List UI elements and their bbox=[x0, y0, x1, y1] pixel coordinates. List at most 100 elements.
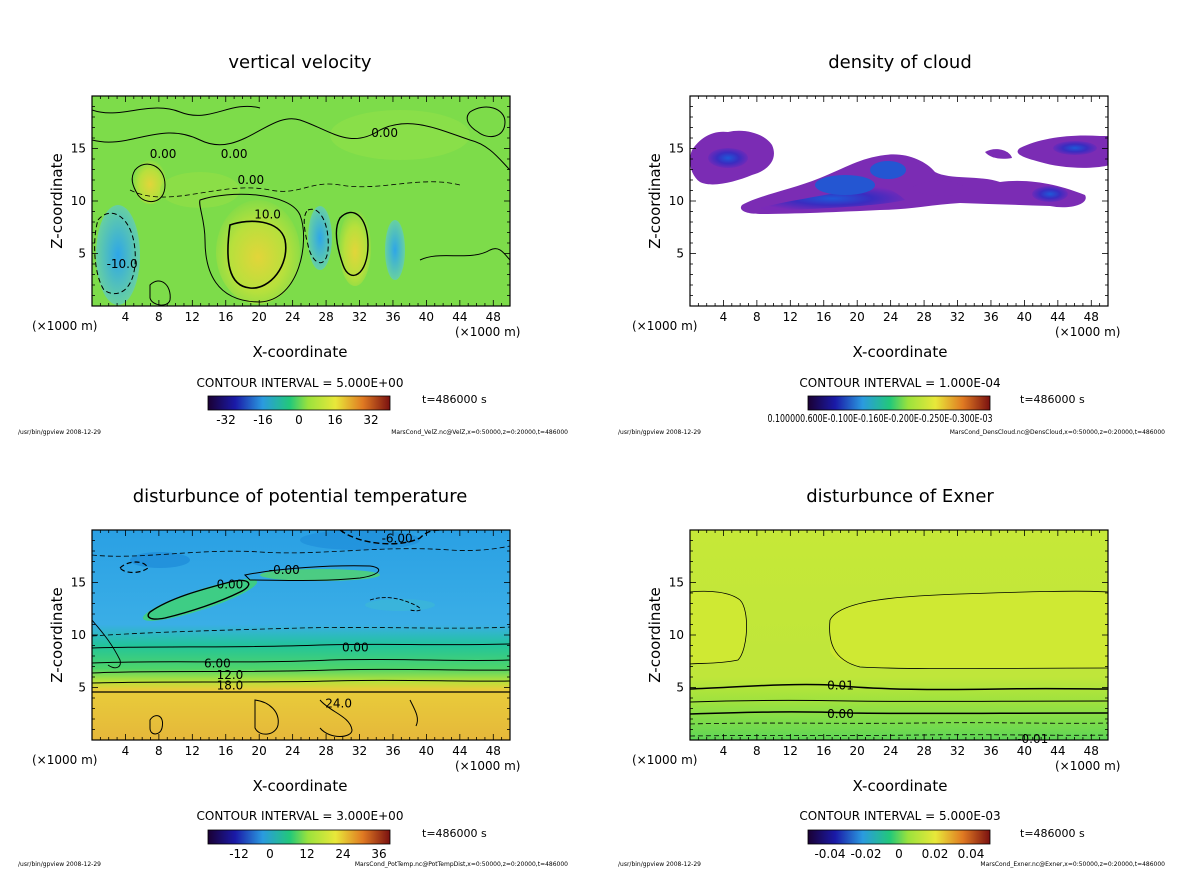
time-label: t=486000 s bbox=[1020, 827, 1085, 840]
footer-right: MarsCond_DensCloud.nc@DensCloud,x=0:5000… bbox=[950, 429, 1165, 436]
colorbar-tick-label: 36 bbox=[371, 847, 386, 861]
x-unit-left: (×1000 m) bbox=[632, 753, 697, 767]
tick-marks bbox=[690, 96, 1108, 306]
colorbar-label: 0.100000.600E-0.100E-0.160E-0.200E-0.250… bbox=[768, 412, 993, 425]
footer-left: /usr/bin/gpview 2008-12-29 bbox=[618, 861, 701, 868]
time-label: t=486000 s bbox=[1020, 393, 1085, 406]
x-ticks: 4 8 12 16 20 24 28 32 36 40 44 48 bbox=[720, 310, 1099, 324]
x-tick-label: 28 bbox=[916, 744, 931, 758]
x-tick-label: 32 bbox=[352, 310, 367, 324]
contour-label: -0.00 bbox=[269, 563, 300, 577]
contour-interval: CONTOUR INTERVAL = 3.000E+00 bbox=[197, 809, 404, 823]
contour-label: 10.0 bbox=[254, 208, 281, 222]
y-ticks: 5 10 15 bbox=[71, 576, 86, 695]
contour-labels: 0.00 0.00 0.00 0.00 10.0 -10.0 bbox=[107, 126, 398, 271]
contour-label: 0.01 bbox=[827, 678, 854, 692]
y-tick-label: 10 bbox=[669, 194, 684, 208]
x-tick-label: 4 bbox=[122, 744, 130, 758]
time-label: t=486000 s bbox=[422, 827, 487, 840]
x-tick-label: 20 bbox=[252, 310, 267, 324]
chart-title: density of cloud bbox=[828, 52, 972, 73]
contour-interval: CONTOUR INTERVAL = 1.000E-04 bbox=[799, 376, 1000, 390]
field-plot bbox=[92, 96, 510, 306]
x-tick-label: 16 bbox=[218, 744, 233, 758]
x-ticks: 4 8 12 16 20 24 28 32 36 40 44 48 bbox=[122, 310, 501, 324]
colorbar-ticks: -12 0 12 24 36 bbox=[229, 847, 386, 861]
footer-left: /usr/bin/gpview 2008-12-29 bbox=[18, 429, 101, 436]
x-tick-label: 4 bbox=[720, 744, 728, 758]
contour-label: 0.00 bbox=[221, 147, 248, 161]
x-tick-label: 12 bbox=[783, 310, 798, 324]
colorbar-tick-label: 0.04 bbox=[958, 847, 985, 861]
x-tick-label: 40 bbox=[419, 744, 434, 758]
contour-label: 24.0 bbox=[325, 696, 352, 710]
x-tick-label: 16 bbox=[218, 310, 233, 324]
x-tick-label: 8 bbox=[155, 310, 163, 324]
x-tick-label: 28 bbox=[916, 310, 931, 324]
chart-title: disturbunce of Exner bbox=[806, 486, 994, 507]
x-tick-label: 4 bbox=[122, 310, 130, 324]
contour-labels: -6.00 -0.00 0.00 0.00 6.00 12.0 18.0 24.… bbox=[204, 531, 413, 710]
y-tick-label: 5 bbox=[676, 681, 684, 695]
y-ticks: 5 10 15 bbox=[71, 142, 86, 261]
contour-label: 0.00 bbox=[827, 707, 854, 721]
x-unit-left: (×1000 m) bbox=[32, 319, 97, 333]
colorbar-tick-label: -32 bbox=[216, 413, 236, 427]
contour-label: 6.00 bbox=[204, 656, 231, 670]
contour-label: -6.00 bbox=[382, 531, 413, 545]
footer-left: /usr/bin/gpview 2008-12-29 bbox=[618, 429, 701, 436]
y-tick-label: 15 bbox=[71, 576, 86, 590]
x-tick-label: 44 bbox=[452, 744, 467, 758]
y-tick-label: 5 bbox=[676, 247, 684, 261]
y-tick-label: 10 bbox=[71, 194, 86, 208]
x-tick-label: 8 bbox=[753, 310, 761, 324]
x-tick-label: 44 bbox=[1050, 744, 1065, 758]
x-tick-label: 32 bbox=[352, 744, 367, 758]
footer-left: /usr/bin/gpview 2008-12-29 bbox=[18, 861, 101, 868]
x-axis-label: X-coordinate bbox=[253, 343, 348, 361]
colorbar-tick-label: 0 bbox=[895, 847, 903, 861]
x-tick-label: 24 bbox=[285, 310, 300, 324]
panel-vertical-velocity: vertical velocity 0.00 bbox=[18, 52, 568, 436]
x-unit-left: (×1000 m) bbox=[32, 753, 97, 767]
x-tick-label: 8 bbox=[155, 744, 163, 758]
x-tick-label: 40 bbox=[1017, 310, 1032, 324]
panel-potential-temperature: disturbunce of potential temperature bbox=[18, 486, 568, 868]
x-tick-label: 32 bbox=[950, 310, 965, 324]
y-tick-label: 10 bbox=[71, 628, 86, 642]
panel-exner: disturbunce of Exner 0.01 0.00 -0.01 4 8… bbox=[618, 486, 1165, 868]
contour-label: 12.0 bbox=[217, 668, 244, 682]
x-tick-label: 20 bbox=[850, 310, 865, 324]
x-axis-label: X-coordinate bbox=[853, 343, 948, 361]
colorbar-tick-label: 0 bbox=[295, 413, 303, 427]
x-unit-right: (×1000 m) bbox=[1055, 759, 1120, 773]
x-tick-label: 36 bbox=[385, 744, 400, 758]
x-tick-label: 8 bbox=[753, 744, 761, 758]
colorbar-tick-label: -0.04 bbox=[814, 847, 845, 861]
tick-marks bbox=[92, 530, 510, 740]
colorbar bbox=[807, 395, 991, 411]
colorbar-tick-label: 32 bbox=[363, 413, 378, 427]
x-tick-label: 28 bbox=[318, 744, 333, 758]
panel-density-of-cloud: density of cloud 4 8 12 16 20 24 28 32 3… bbox=[618, 52, 1165, 436]
y-ticks: 5 10 15 bbox=[669, 142, 684, 261]
colorbar-tick-label: -16 bbox=[253, 413, 273, 427]
x-tick-label: 16 bbox=[816, 744, 831, 758]
colorbar bbox=[207, 829, 391, 845]
x-tick-label: 44 bbox=[452, 310, 467, 324]
y-axis-label: Z-coordinate bbox=[646, 587, 664, 682]
x-tick-label: 20 bbox=[252, 744, 267, 758]
x-tick-label: 48 bbox=[486, 310, 501, 324]
footer-right: MarsCond_Exner.nc@Exner,x=0:50000,z=0:20… bbox=[980, 861, 1165, 868]
colorbar-tick-label: 24 bbox=[335, 847, 350, 861]
colorbar-tick-label: -12 bbox=[229, 847, 249, 861]
x-tick-label: 36 bbox=[983, 744, 998, 758]
x-axis-label: X-coordinate bbox=[253, 777, 348, 795]
colorbar bbox=[207, 395, 391, 411]
x-tick-label: 28 bbox=[318, 310, 333, 324]
contour-label: 0.00 bbox=[371, 126, 398, 140]
x-tick-label: 12 bbox=[185, 310, 200, 324]
y-tick-label: 15 bbox=[669, 142, 684, 156]
contour-label: -10.0 bbox=[107, 257, 138, 271]
x-tick-label: 20 bbox=[850, 744, 865, 758]
